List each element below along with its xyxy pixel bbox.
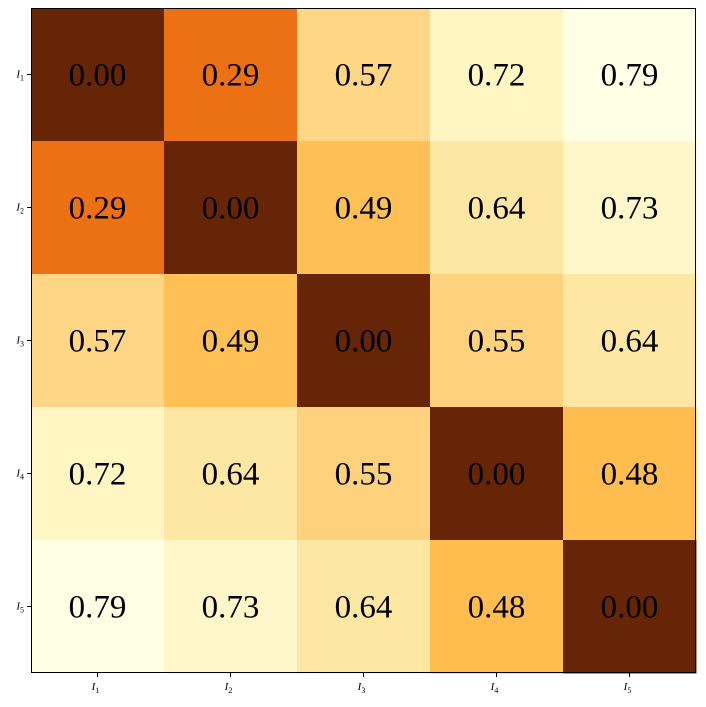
cell-value: 0.64	[601, 324, 659, 360]
tick-label: I5	[15, 601, 24, 615]
heatmap-cell	[430, 8, 564, 142]
heatmap-cell	[563, 540, 697, 674]
y-axis-ticks: I1 I2 I3 I4 I5	[15, 69, 31, 615]
cell-value: 0.00	[468, 457, 526, 493]
cell-value: 0.29	[202, 58, 260, 94]
tick-label: I3	[357, 681, 366, 695]
cell-value: 0.00	[601, 590, 659, 626]
heatmap-cell	[31, 274, 165, 408]
heatmap-cell	[563, 141, 697, 275]
cell-value: 0.48	[601, 457, 659, 493]
cell-value: 0.73	[601, 191, 659, 227]
heatmap-cell	[297, 8, 431, 142]
heatmap-cell	[164, 540, 298, 674]
cell-value: 0.64	[202, 457, 260, 493]
tick-label: I4	[490, 681, 499, 695]
heatmap-cell	[297, 407, 431, 541]
cell-value: 0.00	[202, 191, 260, 227]
heatmap-cell	[563, 407, 697, 541]
heatmap-cell	[563, 8, 697, 142]
cell-value: 0.55	[468, 324, 526, 360]
cell-value-labels: 0.00 0.29 0.57 0.72 0.79 0.29 0.00 0.49 0.64 0.73…	[69, 58, 659, 626]
tick-label: I2	[224, 681, 233, 695]
cell-value: 0.57	[69, 324, 127, 360]
heatmap-cell	[430, 141, 564, 275]
cell-value: 0.64	[468, 191, 526, 227]
cell-value: 0.00	[69, 58, 127, 94]
heatmap-cell	[164, 274, 298, 408]
plot-frame	[31, 8, 696, 673]
heatmap-cell	[31, 8, 165, 142]
cell-value: 0.79	[69, 590, 127, 626]
cell-value: 0.79	[601, 58, 659, 94]
cell-value: 0.73	[202, 590, 260, 626]
heatmap-cell	[164, 407, 298, 541]
heatmap-cell	[430, 274, 564, 408]
tick-label: I1	[15, 69, 24, 83]
heatmap-cells	[31, 8, 697, 674]
heatmap-cell	[297, 274, 431, 408]
heatmap-cell	[563, 274, 697, 408]
heatmap-cell	[297, 540, 431, 674]
heatmap-cell	[31, 407, 165, 541]
cell-value: 0.49	[335, 191, 393, 227]
heatmap-cell	[31, 141, 165, 275]
cell-value: 0.72	[468, 58, 526, 94]
heatmap-cell	[430, 540, 564, 674]
cell-value: 0.55	[335, 457, 393, 493]
heatmap-cell	[31, 540, 165, 674]
cell-value: 0.48	[468, 590, 526, 626]
heatmap-cell	[430, 407, 564, 541]
tick-label: I5	[623, 681, 632, 695]
heatmap-cell	[164, 8, 298, 142]
tick-label: I2	[15, 202, 24, 216]
tick-label: I3	[15, 335, 24, 349]
cell-value: 0.00	[335, 324, 393, 360]
cell-value: 0.64	[335, 590, 393, 626]
tick-label: I1	[91, 681, 100, 695]
cell-value: 0.57	[335, 58, 393, 94]
cell-value: 0.49	[202, 324, 260, 360]
cell-value: 0.29	[69, 191, 127, 227]
cell-value: 0.72	[69, 457, 127, 493]
x-axis-ticks: I1 I2 I3 I4 I5	[91, 673, 632, 695]
tick-label: I4	[15, 468, 24, 482]
heatmap-cell	[164, 141, 298, 275]
heatmap-cell	[297, 141, 431, 275]
